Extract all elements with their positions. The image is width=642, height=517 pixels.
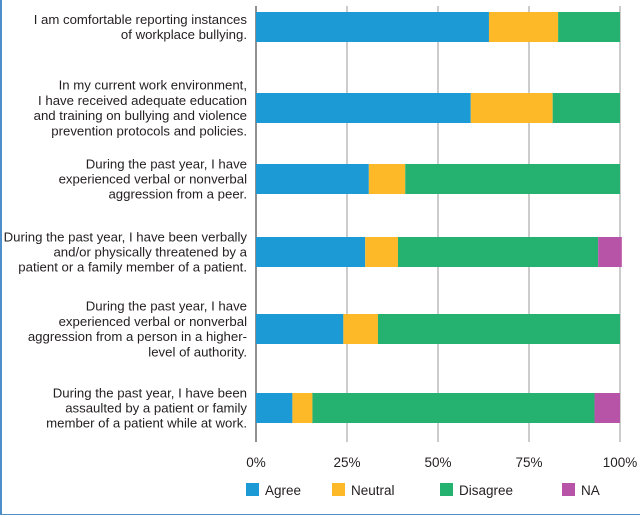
bar-disagree-1 [558, 12, 620, 42]
category-label-line: and/or physically threatened by a [53, 245, 247, 260]
bar-neutral-6 [292, 393, 313, 423]
bar-neutral-4 [365, 237, 398, 267]
category-labels: I am comfortable reporting instances of w… [4, 12, 248, 431]
category-label-line: experienced verbal or nonverbal [59, 314, 247, 329]
category-label: During the past year, I have been verbal… [4, 229, 248, 274]
legend-label-na: NA [581, 483, 600, 498]
category-label-line: aggression from a person in a higher- [28, 329, 247, 344]
bar-disagree-2 [552, 93, 620, 123]
category-label-line: During the past year, I have been verbal… [4, 229, 248, 244]
legend-swatch-disagree [440, 483, 453, 496]
category-label-line: I am comfortable reporting instances [34, 12, 248, 27]
category-label-line: patient or a family member of a patient. [18, 260, 247, 275]
bar-neutral-5 [343, 314, 378, 344]
category-label-line: In my current work environment, [59, 78, 247, 93]
category-label: During the past year, I have been assault… [46, 385, 247, 430]
x-tick-label: 0% [246, 455, 266, 470]
category-label-line: member of a patient while at work. [46, 416, 247, 431]
category-label: In my current work environment, I have re… [34, 78, 247, 139]
legend-label-neutral: Neutral [351, 483, 395, 498]
category-label-line: level of authority. [148, 344, 247, 359]
bar-neutral-3 [368, 164, 406, 194]
legend-swatch-agree [246, 483, 259, 496]
bar-agree-2 [256, 93, 471, 123]
bar-neutral-2 [470, 93, 553, 123]
bar-na-6 [594, 393, 620, 423]
category-label-line: prevention protocols and policies. [51, 123, 247, 138]
category-label-line: experienced verbal or nonverbal [59, 172, 247, 187]
category-label-line: of workplace bullying. [121, 27, 247, 42]
category-label-line: During the past year, I have been [53, 385, 247, 400]
bar-agree-5 [256, 314, 344, 344]
category-label: During the past year, I have experienced … [28, 299, 247, 360]
category-label-line: and training on bullying and violence [34, 108, 247, 123]
x-tick-label: 25% [333, 455, 360, 470]
category-label-line: aggression from a peer. [108, 187, 247, 202]
legend-swatch-na [562, 483, 575, 496]
gridlines [255, 6, 621, 442]
bars [256, 12, 622, 423]
bar-neutral-1 [488, 12, 559, 42]
bar-na-4 [598, 237, 622, 267]
bar-disagree-3 [405, 164, 620, 194]
category-label-line: During the past year, I have [86, 156, 247, 171]
bar-disagree-6 [312, 393, 595, 423]
legend-label-disagree: Disagree [459, 483, 513, 498]
category-label: During the past year, I have experienced … [59, 156, 247, 201]
category-label-line: During the past year, I have [86, 299, 247, 314]
legend: Agree Neutral Disagree NA [246, 483, 600, 498]
x-axis-ticks: 0% 25% 50% 75% 100% [246, 455, 637, 470]
category-label: I am comfortable reporting instances of w… [34, 12, 248, 42]
bar-agree-6 [256, 393, 293, 423]
x-tick-label: 75% [515, 455, 542, 470]
bar-agree-4 [256, 237, 366, 267]
category-label-line: assaulted by a patient or family [65, 401, 247, 416]
x-tick-label: 50% [424, 455, 451, 470]
legend-label-agree: Agree [265, 483, 301, 498]
bar-disagree-4 [397, 237, 599, 267]
category-label-line: I have received adequate education [38, 93, 247, 108]
bar-agree-3 [256, 164, 369, 194]
x-tick-label: 100% [603, 455, 638, 470]
bar-agree-1 [256, 12, 489, 42]
bar-disagree-5 [377, 314, 620, 344]
legend-swatch-neutral [332, 483, 345, 496]
